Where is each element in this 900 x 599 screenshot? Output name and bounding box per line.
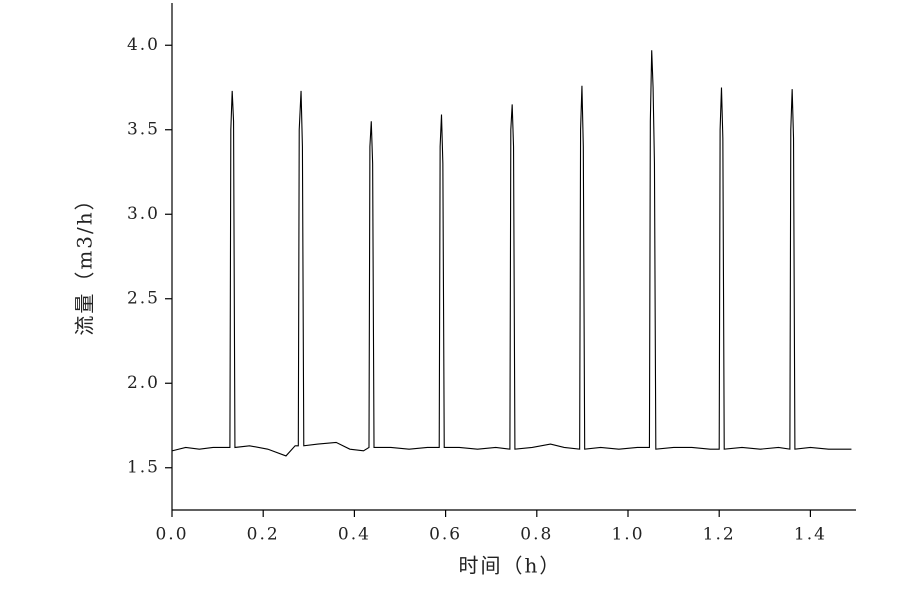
x-tick-label: 1.2 <box>703 525 736 545</box>
y-tick-label: 4.0 <box>127 35 160 55</box>
data-line <box>171 50 852 457</box>
y-tick-label: 2.5 <box>127 288 160 308</box>
x-tick-label: 0.8 <box>520 525 553 545</box>
y-axis-label: 流量（m3/h） <box>73 188 97 335</box>
y-tick-label: 3.5 <box>127 119 160 139</box>
x-tick-label: 0.0 <box>155 525 188 545</box>
x-tick-label: 1.4 <box>794 525 827 545</box>
x-tick-label: 0.4 <box>338 525 371 545</box>
x-tick-label: 0.6 <box>429 525 462 545</box>
x-tick-label: 1.0 <box>611 525 644 545</box>
y-tick-label: 2.0 <box>127 373 160 393</box>
y-tick-label: 3.0 <box>127 204 160 224</box>
y-tick-label: 1.5 <box>127 457 160 477</box>
x-axis-label: 时间（h） <box>459 554 562 578</box>
x-tick-label: 0.2 <box>247 525 280 545</box>
